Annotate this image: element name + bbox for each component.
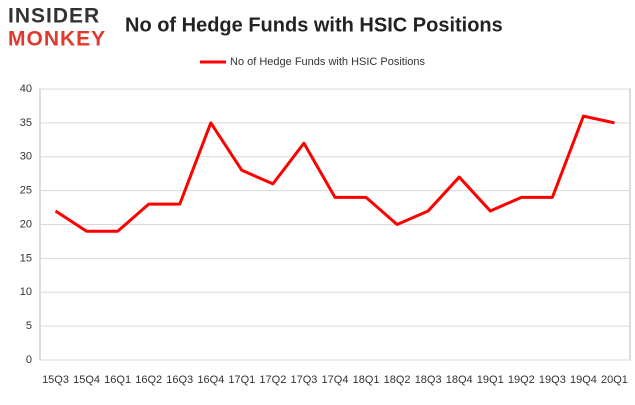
x-tick-label: 16Q3 [166, 374, 193, 386]
x-tick-label: 16Q2 [135, 374, 162, 386]
y-tick-label: 15 [20, 252, 32, 264]
x-tick-label: 15Q4 [73, 374, 100, 386]
logo-line-2: MONKEY [8, 28, 106, 51]
x-tick-label: 18Q4 [446, 374, 473, 386]
x-tick-label: 18Q2 [384, 374, 411, 386]
y-tick-label: 40 [20, 83, 32, 95]
x-tick-label: 20Q1 [601, 374, 628, 386]
y-tick-label: 20 [20, 218, 32, 230]
y-tick-label: 10 [20, 286, 32, 298]
x-tick-label: 19Q4 [570, 374, 597, 386]
x-tick-label: 19Q1 [477, 374, 504, 386]
logo-line-1: INSIDER [8, 5, 100, 28]
x-tick-label: 19Q2 [508, 374, 535, 386]
y-tick-label: 0 [26, 354, 32, 366]
y-tick-label: 5 [26, 320, 32, 332]
x-tick-label: 16Q4 [197, 374, 224, 386]
y-tick-label: 25 [20, 185, 32, 197]
x-tick-label: 18Q3 [415, 374, 442, 386]
x-tick-label: 17Q4 [322, 374, 349, 386]
x-tick-label: 16Q1 [104, 374, 131, 386]
x-tick-label: 18Q1 [353, 374, 380, 386]
x-tick-label: 17Q3 [290, 374, 317, 386]
x-tick-label: 15Q3 [42, 374, 69, 386]
series-line [54, 114, 615, 233]
y-tick-label: 35 [20, 117, 32, 129]
legend-label: No of Hedge Funds with HSIC Positions [230, 56, 426, 68]
x-tick-label: 17Q1 [228, 374, 255, 386]
x-tick-label: 19Q3 [539, 374, 566, 386]
x-tick-label: 17Q2 [259, 374, 286, 386]
y-tick-label: 30 [20, 151, 32, 163]
chart-title: No of Hedge Funds with HSIC Positions [125, 14, 503, 36]
